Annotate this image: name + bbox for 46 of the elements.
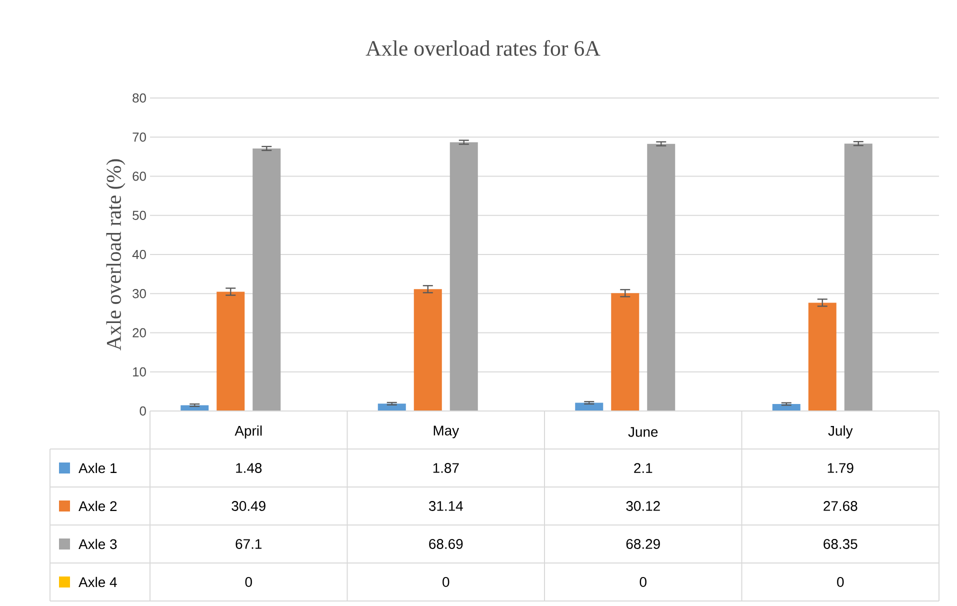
bar	[216, 292, 245, 411]
legend-label: Axle 3	[78, 538, 117, 550]
data-label: 27.68	[824, 501, 858, 511]
y-tick-label: 20	[132, 328, 146, 338]
data-label: 2.1	[634, 463, 652, 473]
bar	[808, 302, 836, 411]
data-label: 68.69	[429, 539, 463, 549]
bar	[252, 148, 281, 411]
data-label: 0	[245, 577, 252, 587]
legend-label: Axle 1	[78, 462, 117, 474]
y-tick-label: 40	[132, 250, 146, 260]
data-label: 30.49	[232, 501, 266, 511]
bar	[450, 142, 478, 411]
y-tick-label: 50	[132, 210, 146, 220]
data-label: 68.29	[626, 539, 660, 549]
bar	[414, 289, 442, 411]
y-tick-label: 0	[140, 406, 146, 416]
bar	[575, 402, 604, 411]
x-tick-label: April	[234, 425, 262, 438]
y-tick-label: 70	[132, 132, 146, 142]
x-tick-label: May	[434, 426, 460, 438]
data-label: 31.14	[428, 501, 463, 511]
bar	[647, 144, 676, 411]
x-tick-label: June	[628, 427, 658, 437]
data-label: 0	[640, 577, 646, 587]
y-tick-label: 30	[132, 289, 146, 298]
data-label: 1.48	[236, 463, 262, 473]
legend-label: Axle 2	[78, 500, 117, 512]
data-label: 68.35	[824, 539, 858, 549]
data-label: 1.79	[828, 463, 854, 473]
bar	[180, 405, 209, 411]
y-axis-title: Axle overload rate (%)	[106, 159, 126, 350]
bar	[844, 144, 872, 411]
data-label: 30.12	[626, 501, 660, 511]
y-tick-label: 10	[133, 367, 146, 376]
y-tick-label: 80	[132, 93, 146, 103]
data-label: 0	[442, 577, 450, 587]
chart-title: Axle overload rates for 6A	[366, 40, 600, 56]
data-label: 67.1	[236, 539, 262, 549]
bar	[378, 404, 406, 411]
legend-label: Axle 4	[78, 576, 117, 588]
data-label: 1.87	[433, 463, 459, 473]
bar	[611, 293, 640, 411]
y-tick-label: 60	[132, 172, 146, 181]
data-label: 0	[837, 577, 844, 587]
x-tick-label: July	[828, 425, 853, 438]
